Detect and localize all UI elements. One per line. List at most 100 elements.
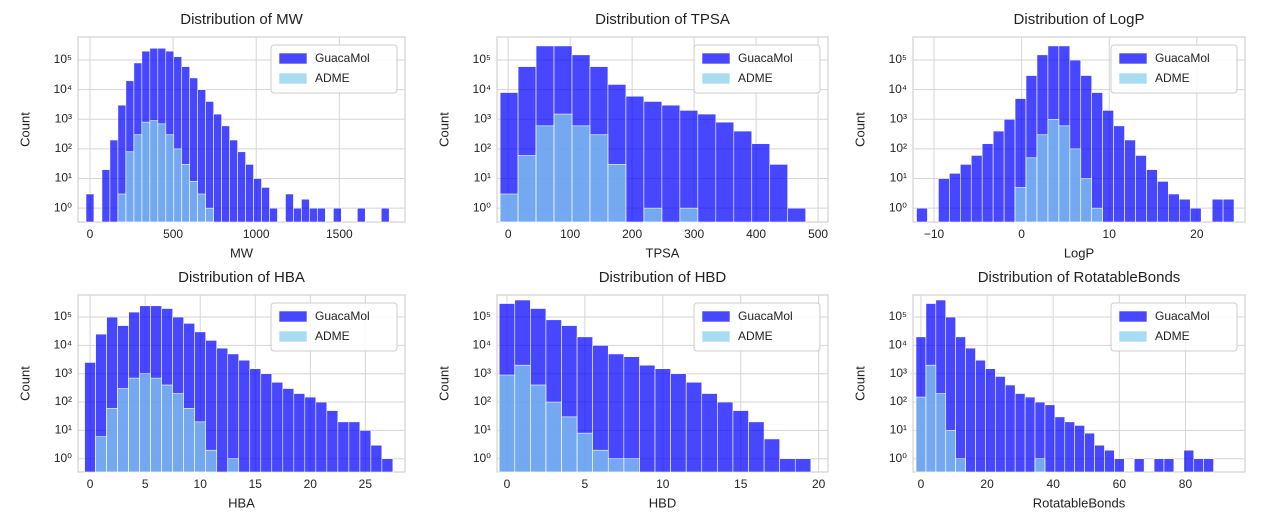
bar (701, 393, 718, 473)
bar (317, 207, 326, 223)
x-tick-label: 10 (1103, 227, 1117, 241)
bar (285, 193, 294, 223)
bar (337, 421, 350, 473)
bar (1135, 155, 1147, 223)
bar (261, 187, 270, 223)
bar (1193, 458, 1204, 473)
bar (733, 130, 753, 223)
bar (1211, 198, 1224, 223)
legend-label: ADME (1155, 71, 1190, 85)
bar (1094, 444, 1105, 473)
legend-swatch (1118, 330, 1148, 343)
chart-title: Distribution of RotatableBonds (978, 269, 1181, 286)
y-tick-label: 10³ (474, 366, 491, 380)
bar (1091, 207, 1103, 223)
bar (589, 134, 609, 223)
bar (935, 393, 947, 473)
bar (955, 336, 966, 473)
x-tick-label: 0 (504, 477, 511, 491)
x-tick-label: 20 (980, 477, 994, 491)
bar (1124, 139, 1136, 223)
bar (498, 374, 516, 473)
y-tick-label: 10¹ (890, 171, 907, 185)
bar (260, 373, 273, 473)
legend-label: GuacaMol (738, 309, 793, 323)
bar (333, 207, 342, 223)
bar (301, 198, 310, 223)
bar (1044, 404, 1056, 473)
bar (751, 143, 771, 223)
x-tick-label: 100 (560, 227, 580, 241)
bar (293, 393, 306, 473)
bar (238, 359, 251, 473)
y-axis-label: Count (436, 112, 451, 147)
y-tick-label: 10⁰ (473, 200, 491, 214)
bar (157, 123, 167, 223)
bar (960, 164, 972, 223)
legend-swatch (278, 72, 308, 85)
bar (326, 410, 339, 473)
bar (571, 125, 591, 223)
bar (1024, 396, 1036, 473)
bar (514, 364, 531, 473)
y-tick-label: 10³ (55, 366, 72, 380)
x-tick-label: 500 (808, 227, 828, 241)
bar (1058, 125, 1071, 223)
y-tick-label: 10² (890, 394, 907, 408)
bar (269, 207, 278, 223)
legend-swatch (701, 310, 731, 323)
x-tick-label: 20 (812, 477, 826, 491)
bar (197, 193, 206, 223)
bar (227, 353, 240, 473)
y-tick-label: 10³ (890, 111, 907, 125)
bar (1069, 148, 1082, 223)
y-tick-label: 10¹ (55, 423, 72, 437)
bar (561, 416, 578, 473)
x-axis-label: HBD (649, 495, 676, 510)
bar (945, 430, 956, 473)
legend-swatch (278, 330, 308, 343)
y-tick-label: 10¹ (55, 171, 72, 185)
bar (109, 139, 119, 223)
bar (654, 368, 671, 473)
chart-title: Distribution of HBD (599, 269, 727, 286)
bar (229, 139, 238, 223)
x-tick-label: 10 (194, 477, 208, 491)
x-axis-label: TPSA (646, 245, 680, 260)
bar (173, 148, 183, 223)
x-tick-label: 200 (622, 227, 642, 241)
x-tick-label: 15 (734, 477, 748, 491)
y-axis-label: Count (17, 112, 32, 147)
bar (205, 101, 214, 223)
x-tick-label: 10 (656, 477, 670, 491)
bar (221, 125, 230, 223)
bar (916, 207, 928, 223)
bar (205, 449, 218, 473)
legend-swatch (701, 52, 731, 65)
y-tick-label: 10³ (474, 111, 491, 125)
y-tick-label: 10² (55, 141, 72, 155)
chart-title: Distribution of TPSA (595, 11, 730, 28)
legend-swatch (1118, 52, 1148, 65)
bar (106, 408, 118, 473)
bar (955, 458, 966, 473)
x-tick-label: 0 (505, 227, 512, 241)
bar (499, 193, 519, 223)
bar (189, 181, 198, 223)
chart-title: Distribution of HBA (178, 269, 305, 286)
bar (84, 362, 96, 473)
bar (1004, 384, 1016, 473)
bar (517, 155, 537, 223)
y-tick-label: 10⁰ (54, 451, 72, 465)
y-tick-label: 10⁴ (888, 338, 907, 352)
bar (607, 164, 627, 223)
x-tick-label: 5 (582, 477, 589, 491)
bar (359, 430, 372, 473)
bar (117, 388, 129, 473)
bar (949, 172, 961, 223)
bar (535, 125, 555, 223)
bar (965, 347, 976, 473)
bar (592, 449, 609, 473)
y-tick-label: 10² (55, 394, 72, 408)
